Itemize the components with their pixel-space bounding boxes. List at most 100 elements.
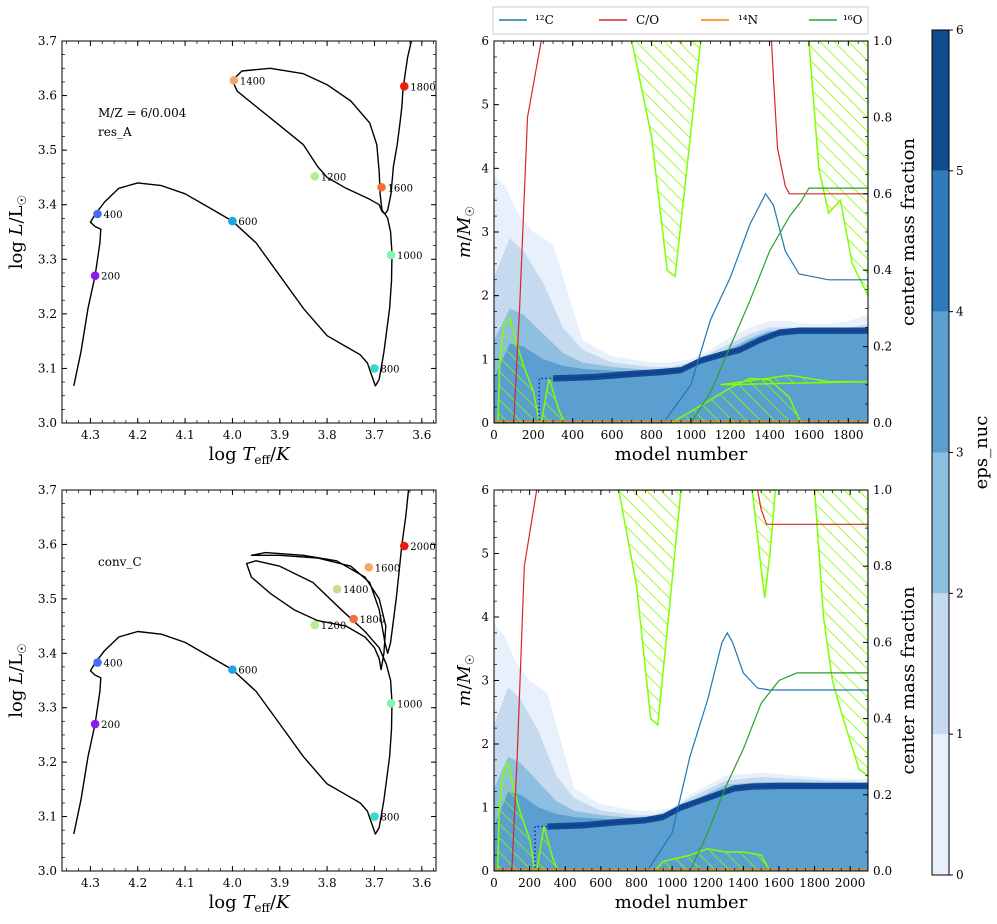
track-point-label-2000: 2000 [410, 542, 435, 553]
convective-zone [653, 848, 771, 871]
hr-ytick-label: 3.3 [38, 701, 57, 715]
track-point-label-800: 800 [380, 364, 399, 375]
hr-xtick-label: 4.3 [81, 428, 100, 442]
hr-xtick-label: 3.6 [412, 428, 431, 442]
hr-ytick-label: 3.0 [38, 416, 57, 430]
kipp-xtick-label: 1000 [657, 876, 688, 890]
kippenhahn-plot-bottom: 0 200 400 600 800 1000 1200 1400 1600 1800 2000 0 1 2… [454, 483, 919, 913]
track-point-200 [90, 271, 100, 280]
track-point-1200 [310, 620, 320, 630]
hr-ytick-label: 3.1 [38, 361, 57, 375]
hr-ytick-label: 3.6 [38, 89, 57, 103]
kipp-y2tick-label: 0.2 [873, 340, 892, 354]
colorbar-tick-label: 0 [956, 868, 964, 882]
colorbar-tick-label: 2 [956, 586, 964, 600]
kipp-xtick-label: 1600 [764, 876, 795, 890]
hr-ytick-label: 3.3 [38, 252, 57, 266]
hr-xtick-label: 3.7 [365, 428, 384, 442]
kipp-frame [493, 40, 869, 424]
colorbar-tick-label: 5 [956, 164, 964, 178]
hr-xtick-label: 4.0 [223, 428, 242, 442]
track-point-label-200: 200 [101, 272, 120, 283]
track-point-label-600: 600 [238, 666, 257, 677]
track-point-label-200: 200 [101, 720, 120, 731]
kipp-xtick-label: 400 [554, 876, 577, 890]
kipp-ytick-label: 4 [481, 161, 489, 175]
hr-ytick-label: 3.5 [38, 592, 57, 606]
y-axis-label: m/M☉ [454, 206, 477, 258]
x-axis-label: model number [615, 444, 748, 465]
kipp-y2tick-label: 0.8 [873, 110, 892, 124]
track-point-label-1400: 1400 [343, 585, 368, 596]
kipp-y2tick-label: 0.4 [873, 712, 892, 726]
hr-ytick-label: 3.7 [38, 34, 57, 48]
panel-annotation: res_A [98, 125, 132, 139]
kipp-ytick-label: 1 [481, 352, 489, 366]
hr-xtick-label: 3.8 [318, 876, 337, 890]
track-point-1000 [386, 250, 396, 260]
convective-zone [617, 490, 682, 727]
legend-label-co: C/O [636, 13, 659, 27]
kipp-ytick-label: 4 [481, 610, 489, 624]
hr-frame [61, 40, 437, 424]
track-point-200 [90, 719, 100, 729]
legend-frame [492, 6, 869, 35]
track-point-label-1000: 1000 [397, 699, 422, 710]
y-axis-label: log L/L☉ [6, 195, 29, 270]
track-point-label-600: 600 [238, 217, 257, 228]
convective-zone [497, 316, 541, 423]
x-axis-label: log Teff/K [208, 444, 291, 467]
hr-xtick-label: 3.6 [412, 876, 431, 890]
convective-zone [535, 826, 559, 871]
kipp-ytick-label: 0 [481, 864, 489, 878]
y-axis-label: log L/L☉ [6, 643, 29, 718]
legend-label-c12: ¹²C [535, 13, 554, 27]
track-point-600 [228, 216, 237, 226]
track-point-label-400: 400 [104, 210, 123, 221]
track-point-1800 [399, 81, 409, 91]
hr-xtick-label: 4.1 [176, 876, 195, 890]
kipp-y2tick-label: 0.0 [873, 416, 892, 430]
colorbar-segment-5 [932, 30, 949, 171]
kipp-y2tick-label: 0.4 [873, 263, 892, 277]
panel-annotation: conv_C [98, 555, 142, 569]
kipp-xtick-label: 1200 [715, 428, 746, 442]
track-point-label-1200: 1200 [321, 621, 346, 632]
hr-xtick-label: 4.3 [81, 876, 100, 890]
hr-ytick-label: 3.7 [38, 483, 57, 497]
kipp-xtick-label: 1200 [692, 876, 723, 890]
track-point-label-1000: 1000 [397, 251, 422, 262]
track-point-400 [93, 658, 102, 667]
hr-diagram-top: 4.3 4.2 4.1 4.0 3.9 3.8 3.7 3.6 3.0 3.1 3.2 3.3 3.4 3… [6, 34, 437, 467]
kipp-xtick-label: 1800 [833, 428, 864, 442]
track-point-label-400: 400 [104, 659, 123, 670]
y2-axis-label: center mass fraction [898, 586, 919, 774]
track-point-2000 [399, 541, 409, 551]
kipp-xtick-label: 800 [625, 876, 648, 890]
kipp-ytick-label: 5 [481, 547, 489, 561]
convective-zone [751, 490, 777, 599]
hr-xtick-label: 3.9 [270, 428, 289, 442]
track-point-label-800: 800 [380, 813, 399, 824]
kipp-ytick-label: 6 [481, 34, 489, 48]
center-fraction-co [494, 41, 868, 423]
track-point-1000 [386, 699, 396, 708]
kipp-xtick-label: 600 [601, 428, 624, 442]
track-point-1600 [364, 562, 374, 572]
hr-ytick-label: 3.2 [38, 307, 57, 321]
track-point-label-1600: 1600 [375, 563, 400, 574]
colorbar-tick-label: 1 [956, 727, 964, 741]
center-fraction-o16 [494, 672, 868, 871]
hr-ytick-label: 3.4 [38, 198, 57, 212]
kipp-ytick-label: 2 [481, 737, 489, 751]
colorbar-tick-label: 4 [956, 305, 964, 319]
core-boundary-line [494, 330, 868, 423]
hr-track-group [73, 41, 413, 387]
burning-shell [547, 782, 868, 830]
kipp-ytick-label: 2 [481, 289, 489, 303]
kipp-xtick-label: 0 [490, 876, 498, 890]
kipp-y2tick-label: 1.0 [873, 34, 892, 48]
colorbar-segment-4 [932, 170, 949, 312]
legend-label-o16: ¹⁶O [843, 13, 863, 27]
